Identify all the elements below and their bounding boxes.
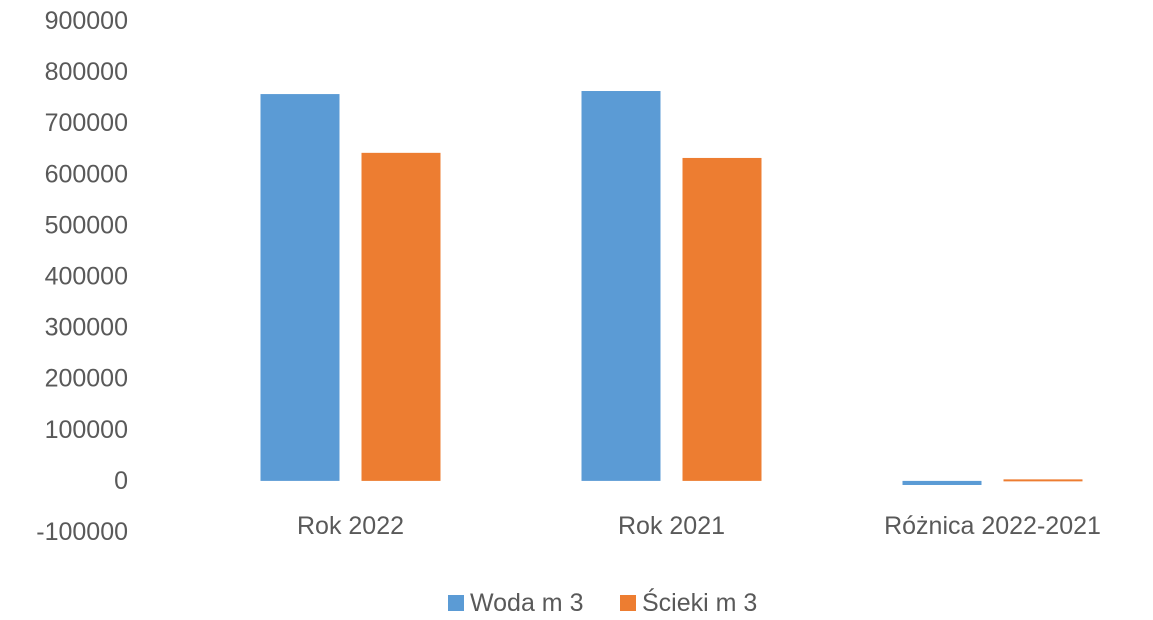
bars — [260, 91, 1083, 485]
y-tick-label: 300000 — [45, 314, 128, 342]
category-label: Rok 2022 — [297, 512, 404, 540]
bar-scieki-1 — [682, 157, 762, 481]
category-label: Rok 2021 — [618, 512, 725, 540]
legend-swatch — [448, 595, 464, 611]
legend-label: Woda m 3 — [470, 589, 583, 617]
y-tick-label: -100000 — [36, 518, 128, 546]
y-tick-label: 800000 — [45, 58, 128, 86]
bar-woda-0 — [260, 94, 340, 481]
bar-scieki-0 — [361, 152, 441, 481]
y-tick-label: 600000 — [45, 160, 128, 188]
y-tick-label: 900000 — [45, 7, 128, 35]
y-tick-label: 700000 — [45, 109, 128, 137]
x-axis: Rok 2022 Rok 2021 Różnica 2022-2021 — [297, 512, 1101, 540]
legend-label: Ścieki m 3 — [642, 587, 757, 617]
legend: Woda m 3 Ścieki m 3 — [448, 587, 757, 617]
y-tick-label: 500000 — [45, 211, 128, 239]
bar-scieki-2 — [1003, 479, 1083, 482]
y-axis: 900000 800000 700000 600000 500000 400000 3000… — [36, 7, 128, 546]
y-tick-label: 200000 — [45, 365, 128, 393]
category-label: Różnica 2022-2021 — [884, 512, 1101, 540]
y-tick-label: 400000 — [45, 263, 128, 291]
bar-woda-2 — [902, 480, 982, 485]
y-tick-label: 0 — [114, 467, 128, 495]
legend-swatch — [620, 595, 636, 611]
y-tick-label: 100000 — [45, 416, 128, 444]
bar-woda-1 — [581, 91, 661, 481]
